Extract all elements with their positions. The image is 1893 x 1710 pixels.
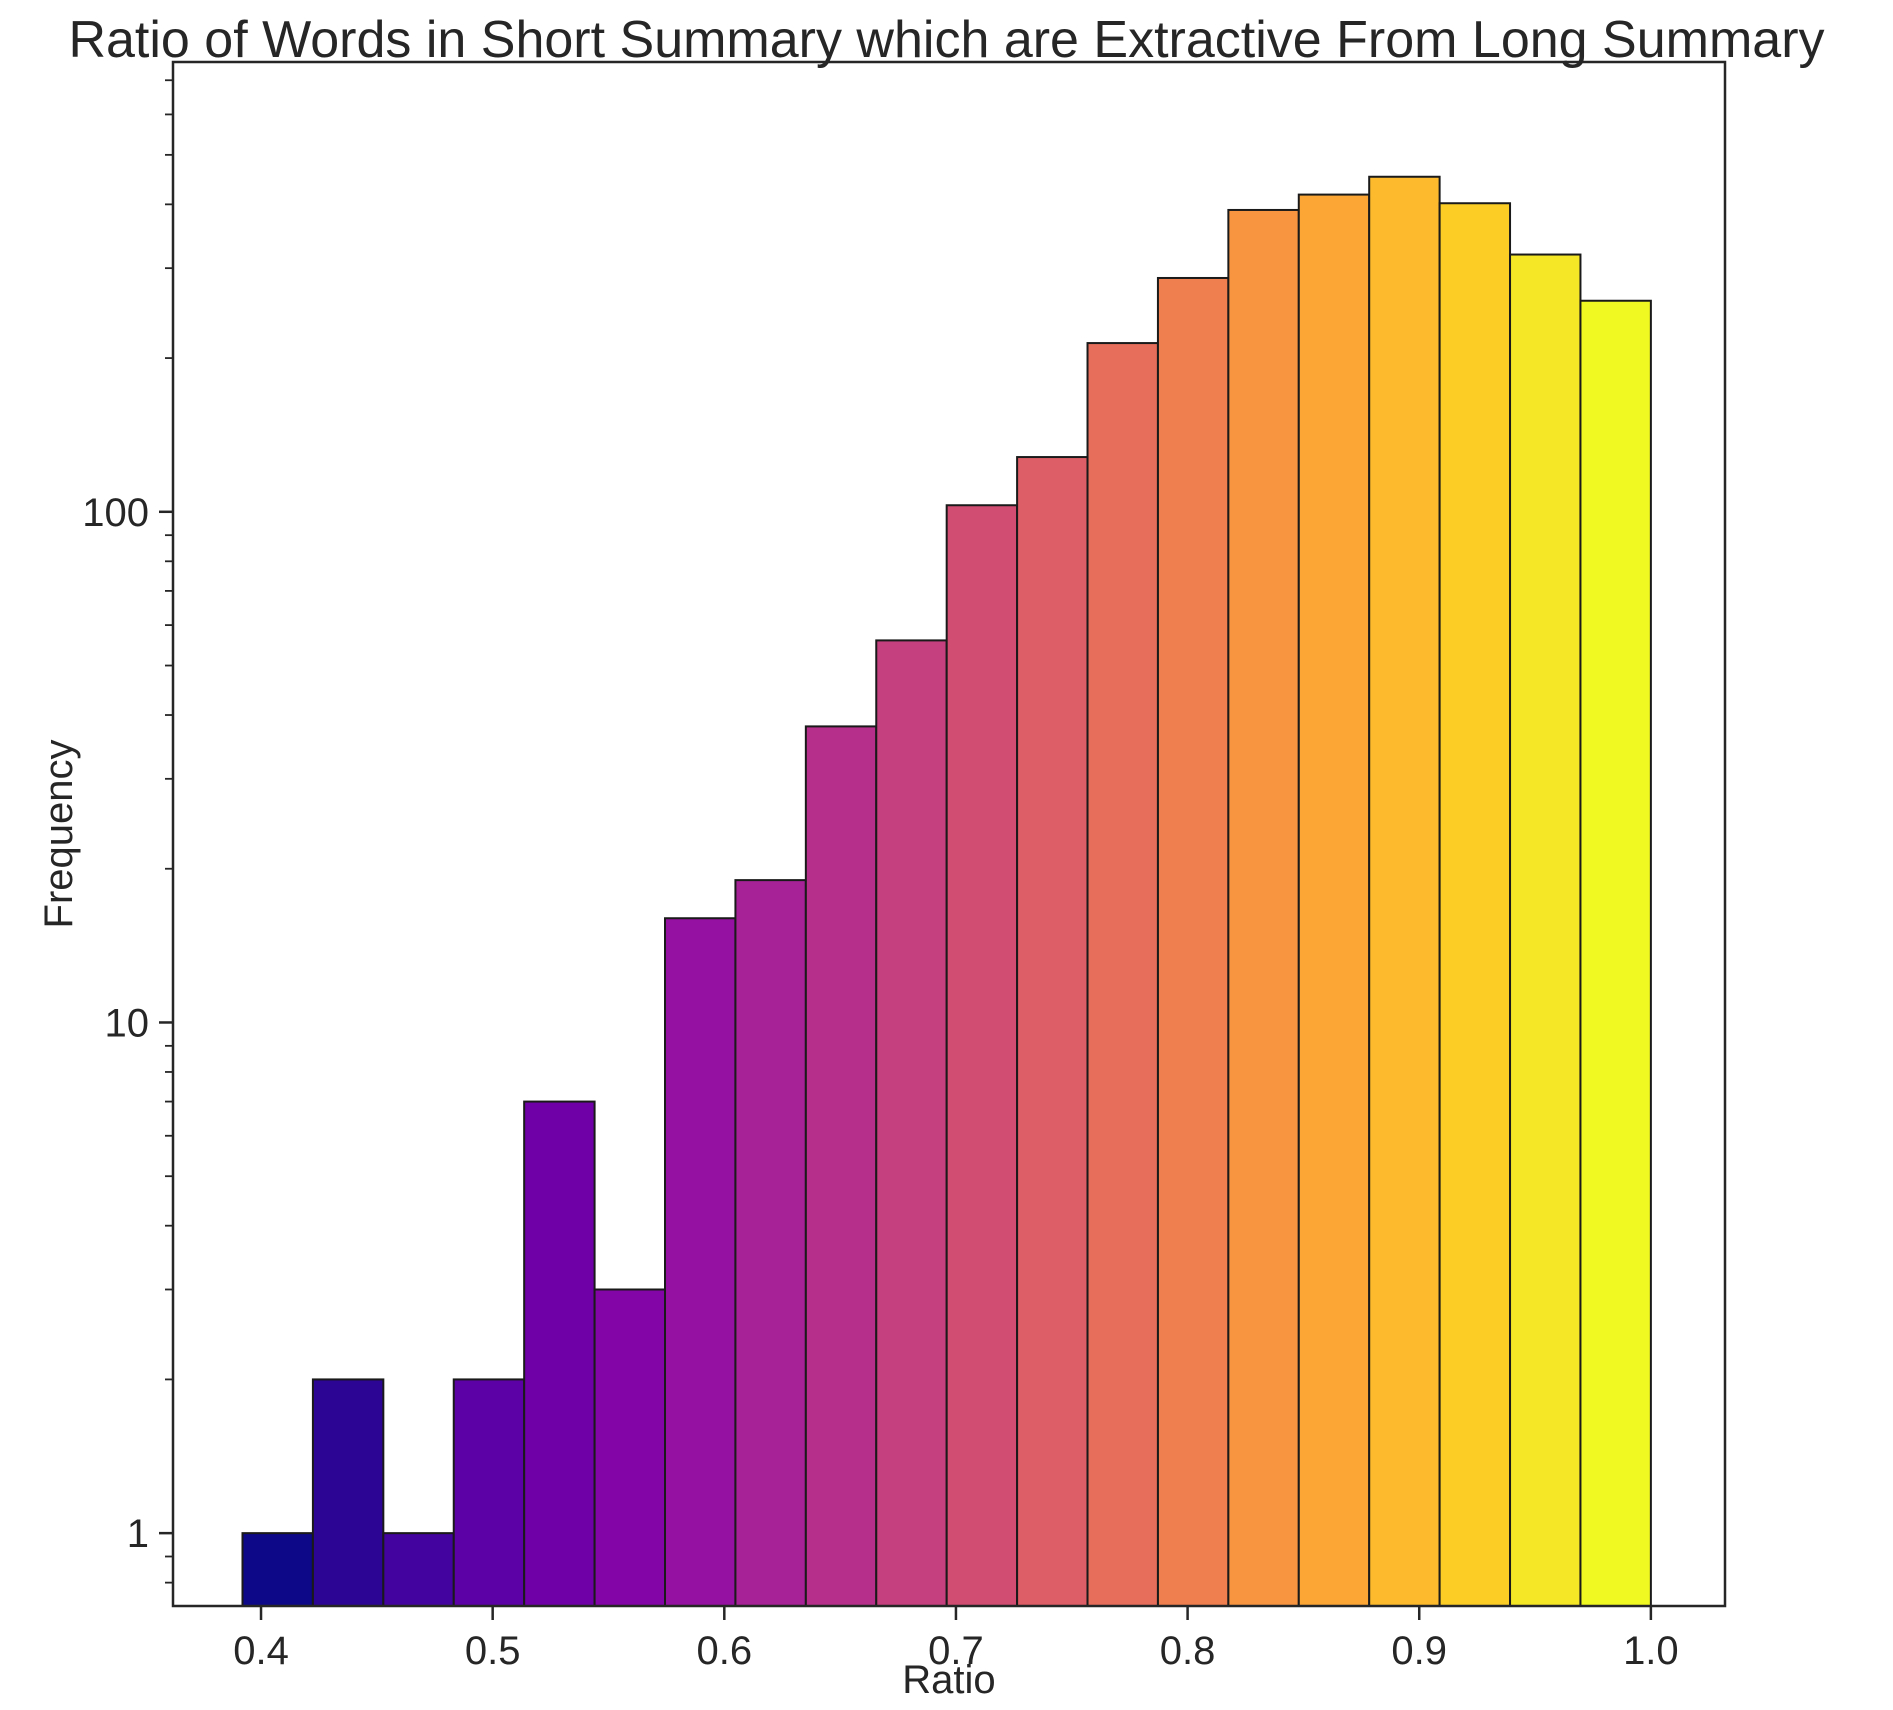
histogram-bar — [1297, 193, 1371, 1608]
histogram-bar — [1016, 456, 1089, 1607]
histogram-bar — [804, 725, 878, 1607]
y-tick-label: 10 — [105, 1001, 150, 1045]
histogram-bar — [382, 1532, 455, 1608]
plot-frame — [171, 60, 1727, 1608]
y-tick-label: 1 — [127, 1512, 149, 1556]
histogram-bar — [452, 1378, 526, 1607]
histogram-bar — [1438, 202, 1512, 1607]
y-axis-ticks: 1 10 100 — [82, 79, 173, 1584]
x-axis-label: Ratio — [902, 1658, 995, 1702]
histogram-bar — [241, 1532, 314, 1608]
histogram-bar — [945, 504, 1019, 1608]
histogram-bar — [1227, 208, 1300, 1607]
chart-title: Ratio of Words in Short Summary which ar… — [68, 11, 1825, 69]
histogram-bar — [1579, 299, 1652, 1607]
x-tick-label: 1.0 — [1623, 1629, 1679, 1673]
x-tick-label: 0.6 — [697, 1629, 753, 1673]
x-tick-label: 0.4 — [233, 1629, 289, 1673]
histogram-bar — [734, 879, 807, 1607]
histogram-bar — [523, 1100, 596, 1607]
x-tick-label: 0.5 — [465, 1629, 521, 1673]
histogram-bar — [1368, 175, 1441, 1607]
histogram-bar — [664, 917, 737, 1607]
y-tick-label: 100 — [82, 491, 149, 535]
histogram-bar — [311, 1378, 385, 1607]
histogram-bar — [1086, 342, 1159, 1607]
histogram-bar — [1156, 276, 1230, 1607]
histogram-bar — [1509, 253, 1582, 1607]
x-axis-ticks: 0.4 0.5 0.6 0.7 0.8 0.9 1.0 — [233, 1606, 1679, 1673]
x-tick-label: 0.8 — [1160, 1629, 1216, 1673]
x-tick-label: 0.9 — [1391, 1629, 1447, 1673]
histogram-bar — [875, 639, 948, 1607]
bars-layer — [241, 175, 1652, 1608]
y-axis-label: Frequency — [37, 740, 81, 929]
x-tick-label: 0.7 — [928, 1629, 984, 1673]
histogram-bar — [593, 1288, 667, 1607]
